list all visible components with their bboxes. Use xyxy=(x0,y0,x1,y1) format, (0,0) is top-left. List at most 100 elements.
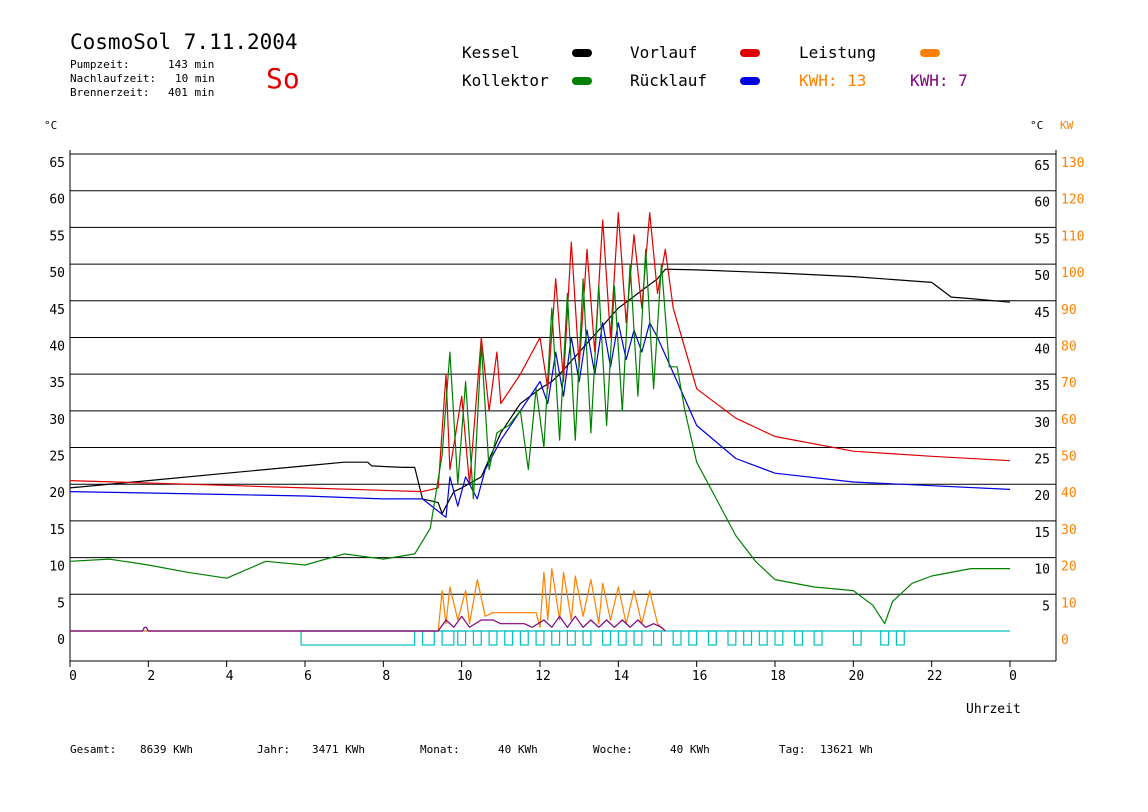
y-tick-label-right-temp: 35 xyxy=(1034,379,1050,394)
pump-interval xyxy=(672,630,682,646)
x-axis-label: Uhrzeit xyxy=(966,702,1021,717)
x-tick-label: 6 xyxy=(304,669,312,684)
x-tick-label: 2 xyxy=(147,669,155,684)
pump-interval xyxy=(551,630,561,646)
y-tick-label-right-kw: 80 xyxy=(1061,339,1077,354)
y-tick-label-right-temp: 40 xyxy=(1034,342,1050,357)
x-tick-label: 0 xyxy=(1009,669,1017,684)
y-tick-label-left: 20 xyxy=(49,486,65,501)
stat-value-pumpzeit: 143 min xyxy=(168,58,215,71)
pump-interval xyxy=(504,630,514,646)
y-axis-unit-right-temp: °C xyxy=(1030,119,1044,132)
legend-swatch-leistung xyxy=(920,49,940,57)
y-tick-label-right-kw: 10 xyxy=(1061,596,1077,611)
weekday-label: So xyxy=(266,62,300,95)
legend-swatch-kessel xyxy=(572,49,592,57)
stat-label-brennerzeit: Brennerzeit: xyxy=(70,86,150,99)
pump-interval xyxy=(852,630,862,646)
y-tick-label-right-temp: 15 xyxy=(1034,526,1050,541)
y-tick-label-left: 65 xyxy=(49,156,65,171)
pump-interval xyxy=(617,630,627,646)
y-tick-label-right-kw: 40 xyxy=(1061,486,1077,501)
footer-value-jahr: 3471 KWh xyxy=(312,743,365,756)
footer-label-woche: Woche: xyxy=(593,743,633,756)
y-tick-label-left: 35 xyxy=(49,376,65,391)
y-tick-label-right-kw: 110 xyxy=(1061,229,1084,244)
pump-interval xyxy=(895,630,905,646)
pump-interval xyxy=(300,630,416,646)
x-tick-label: 12 xyxy=(535,669,551,684)
series-line-leistung xyxy=(70,567,666,632)
legend-label-vorlauf: Vorlauf xyxy=(630,43,698,62)
y-tick-label-left: 55 xyxy=(49,229,65,244)
pump-interval xyxy=(633,630,643,646)
series-lines xyxy=(69,212,1011,632)
x-tick-label: 16 xyxy=(692,669,708,684)
pump-interval xyxy=(421,630,435,646)
y-tick-label-right-kw: 130 xyxy=(1061,156,1084,171)
pump-interval xyxy=(488,630,498,646)
pump-interval xyxy=(880,630,890,646)
y-tick-label-right-kw: 20 xyxy=(1061,560,1077,575)
pump-interval xyxy=(602,630,612,646)
y-tick-label-right-temp: 20 xyxy=(1034,489,1050,504)
legend-label-kessel: Kessel xyxy=(462,43,520,62)
y-tick-label-right-temp: 30 xyxy=(1034,416,1050,431)
footer-value-tag: 13621 Wh xyxy=(820,743,873,756)
y-tick-label-right-kw: 60 xyxy=(1061,413,1077,428)
legend-kwh-purple: KWH: 7 xyxy=(910,71,968,90)
y-tick-label-right-temp: 55 xyxy=(1034,232,1050,247)
x-tick-label: 10 xyxy=(457,669,473,684)
legend-label-kollektor: Kollektor xyxy=(462,71,549,90)
pump-intervals xyxy=(70,630,1010,646)
y-axis-unit-right-kw: KW xyxy=(1060,119,1074,132)
x-tick-label: 8 xyxy=(382,669,390,684)
x-tick-label: 20 xyxy=(849,669,865,684)
y-tick-label-right-kw: 120 xyxy=(1061,193,1084,208)
y-tick-label-left: 10 xyxy=(49,560,65,575)
stat-label-nachlaufzeit: Nachlaufzeit: xyxy=(70,72,157,85)
pump-interval xyxy=(582,630,592,646)
legend-label-ruecklauf: Rücklauf xyxy=(630,71,708,90)
footer-value-monat: 40 KWh xyxy=(498,743,538,756)
series-line-r-cklauf xyxy=(69,322,1011,518)
tick-labels: 0 2 4 6 8 10 12 14 16 18 20 22 005101520253035404550… xyxy=(49,156,1084,684)
footer-label-monat: Monat: xyxy=(420,743,460,756)
y-tick-label-right-temp: 25 xyxy=(1034,453,1050,468)
y-tick-label-right-temp: 50 xyxy=(1034,269,1050,284)
series-line-kollektor xyxy=(69,248,1010,625)
pump-interval xyxy=(774,630,784,646)
pump-interval xyxy=(457,630,467,646)
stat-label-pumpzeit: Pumpzeit: xyxy=(70,58,130,71)
legend-label-leistung: Leistung xyxy=(799,43,877,62)
x-tick-label: 4 xyxy=(226,669,234,684)
pump-interval xyxy=(566,630,576,646)
y-axis-unit-left: °C xyxy=(44,119,58,132)
pump-interval xyxy=(813,630,823,646)
axes xyxy=(69,150,1057,667)
pump-interval xyxy=(472,630,482,646)
pump-interval xyxy=(441,630,455,646)
footer-label-jahr: Jahr: xyxy=(257,743,291,756)
y-tick-label-left: 30 xyxy=(49,413,65,428)
y-tick-label-left: 5 xyxy=(57,596,65,611)
legend-swatch-ruecklauf xyxy=(740,77,760,85)
y-tick-label-left: 0 xyxy=(57,633,65,648)
stat-value-nachlaufzeit: 10 min xyxy=(175,72,215,85)
y-tick-label-left: 25 xyxy=(49,450,65,465)
legend-kwh-orange: KWH: 13 xyxy=(799,71,867,90)
series-line-kessel xyxy=(69,268,1011,515)
y-tick-label-right-kw: 100 xyxy=(1061,266,1084,281)
y-tick-label-left: 50 xyxy=(49,266,65,281)
legend-swatch-kollektor xyxy=(572,77,592,85)
x-tick-label: 0 xyxy=(69,669,77,684)
y-tick-label-right-temp: 5 xyxy=(1042,599,1050,614)
footer-value-woche: 40 KWh xyxy=(670,743,710,756)
pump-interval xyxy=(535,630,545,646)
y-tick-label-right-temp: 65 xyxy=(1034,159,1050,174)
y-tick-label-left: 15 xyxy=(49,523,65,538)
y-tick-label-right-kw: 50 xyxy=(1061,450,1077,465)
y-tick-label-left: 45 xyxy=(49,303,65,318)
legend-swatch-vorlauf xyxy=(740,49,760,57)
pump-interval xyxy=(793,630,804,646)
